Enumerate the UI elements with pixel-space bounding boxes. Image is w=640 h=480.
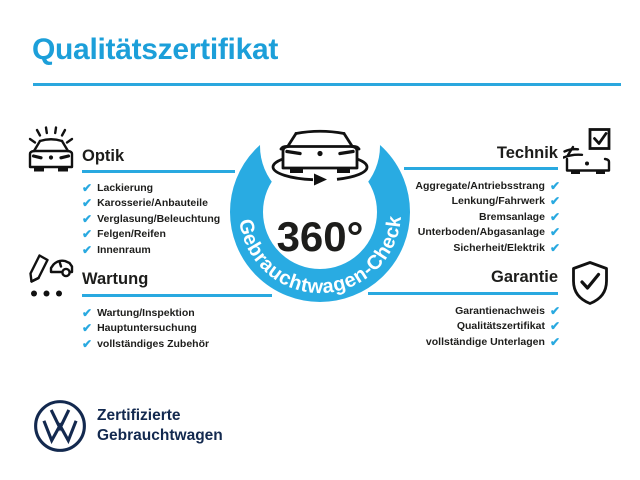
check-icon: ✔ [549,225,560,240]
section-underline-technik [404,167,558,170]
list-item: Bremsanlage ✔ [478,209,560,224]
section-title-garantie: Garantie [491,268,558,286]
list-item: Aggregate/Antriebsstrang ✔ [415,178,560,193]
technik-items: Aggregate/Antriebsstrang ✔ Lenkung/Fahrwe… [360,178,560,256]
section-underline-wartung [82,294,272,297]
shield-check-icon [572,261,608,305]
footer-claim-line1: Zertifizierte [97,407,181,424]
list-item: Lenkung/Fahrwerk ✔ [451,194,560,209]
page-title: Qualitätszertifikat [32,33,279,66]
360-check-badge: Gebrauchtwagen-Check 360° [230,120,410,302]
list-item: Qualitätszertifikat ✔ [456,319,560,334]
list-item: ✔ Verglasung/Beleuchtung [82,211,221,226]
list-item: Sicherheit/Elektrik ✔ [453,240,560,255]
check-icon: ✔ [549,178,560,193]
check-icon: ✔ [82,242,93,257]
list-item: ✔ Hauptuntersuchung [82,321,197,336]
check-icon: ✔ [82,227,93,242]
section-title-technik: Technik [496,144,558,162]
list-item: ✔ Felgen/Reifen [82,227,166,242]
footer-claim: Zertifizierte Gebrauchtwagen [97,406,223,445]
check-icon: ✔ [549,194,560,209]
checklist-pencil-icon [29,254,74,297]
list-item: Unterboden/Abgasanlage ✔ [417,225,560,240]
section-underline-optik [82,170,235,173]
list-item: Garantienachweis ✔ [455,303,560,318]
check-icon: ✔ [82,336,93,351]
section-title-optik: Optik [82,147,125,165]
car-front-shine-icon [28,126,74,172]
garantie-items: Garantienachweis ✔ Qualitätszertifikat ✔ v… [360,303,560,350]
list-item: vollständige Unterlagen ✔ [425,334,560,349]
check-icon: ✔ [82,196,93,211]
check-icon: ✔ [549,319,560,334]
section-title-wartung: Wartung [82,270,149,288]
list-item: ✔ Innenraum [82,242,151,257]
car-rotation-icon [279,129,361,173]
check-icon: ✔ [82,211,93,226]
check-icon: ✔ [82,305,93,320]
list-item: ✔ Karosserie/Anbauteile [82,196,208,211]
check-icon: ✔ [549,240,560,255]
title-divider [33,83,621,86]
list-item: ✔ Wartung/Inspektion [82,305,195,320]
degree-label: 360° [277,213,364,260]
check-icon: ✔ [82,180,93,195]
list-item: ✔ Lackierung [82,180,154,195]
check-icon: ✔ [549,209,560,224]
check-icon: ✔ [549,334,560,349]
footer-claim-line2: Gebrauchtwagen [97,426,223,444]
list-item: ✔ vollständiges Zubehör [82,336,210,351]
rotation-arrow-front-right [336,166,369,181]
vw-logo [34,400,86,452]
check-icon: ✔ [82,321,93,336]
rotation-arrow-front-left [271,166,314,182]
arrowhead [314,173,327,186]
car-checkbox-icon [563,128,611,174]
check-icon: ✔ [549,303,560,318]
optik-items: ✔ Lackierung ✔ Karosserie/Anbauteile ✔ Verg… [82,180,220,258]
wartung-items: ✔ Wartung/Inspektion ✔ Hauptuntersuchung ✔… [82,305,209,352]
section-underline-garantie [368,292,558,295]
